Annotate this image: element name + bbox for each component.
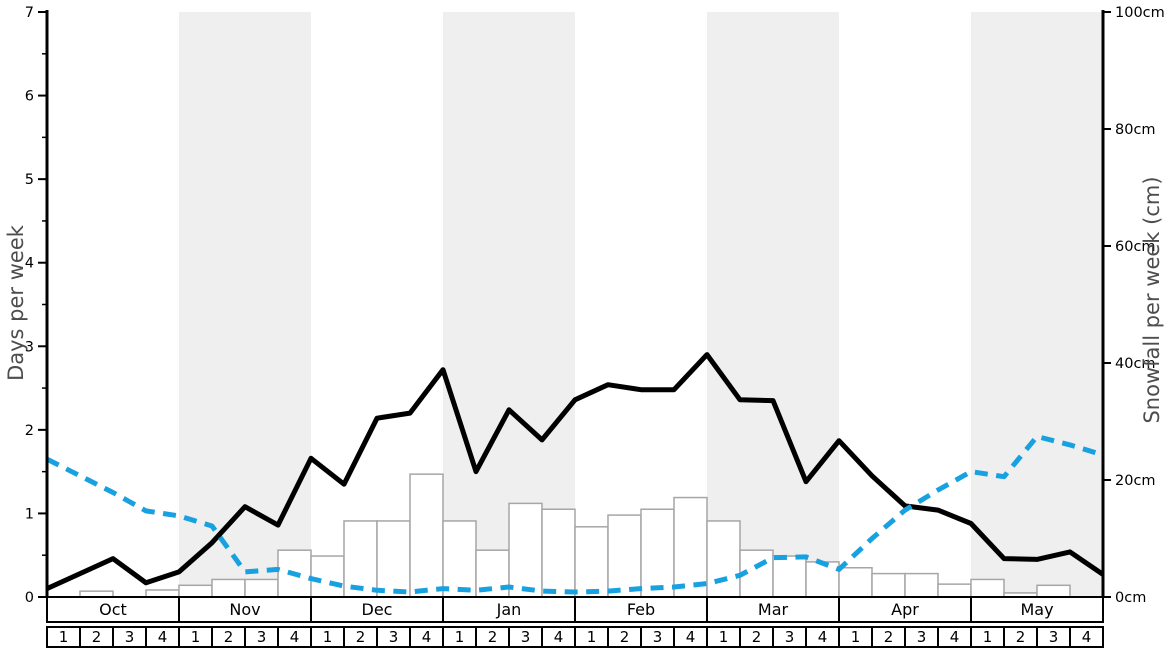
week-cell-Oct-1: 1 [48,628,81,646]
week-cell-Feb-3: 3 [642,628,675,646]
left-axis-tick-label: 6 [25,89,34,105]
week-cell-May-1: 1 [972,628,1005,646]
week-cell-May-3: 3 [1038,628,1071,646]
week-cell-Apr-4: 4 [939,628,972,646]
week-cell-Mar-2: 2 [741,628,774,646]
right-axis-tick-label: 100cm [1115,5,1165,21]
week-cell-Dec-2: 2 [345,628,378,646]
snow-days-per-week-line [45,352,1105,591]
snowfall-bar-Apr-w3 [904,572,939,598]
week-cell-Mar-4: 4 [807,628,840,646]
month-cell-Oct: Oct [48,598,180,621]
snowfall-bar-Dec-w3 [376,520,411,598]
snowfall-bar-Jan-w3 [508,502,543,598]
month-band-Jan [443,12,575,597]
week-cell-Oct-4: 4 [147,628,180,646]
week-cell-Oct-2: 2 [81,628,114,646]
month-cell-Dec: Dec [312,598,444,621]
snowfall-bar-Jan-w4 [541,508,576,598]
left-axis-title: Days per week [4,225,28,381]
snowfall-bar-Feb-w1 [574,526,609,598]
month-cell-Mar: Mar [708,598,840,621]
right-axis-tick-label: 80cm [1115,122,1156,138]
week-cell-Feb-1: 1 [576,628,609,646]
snowfall-bar-Apr-w2 [871,572,906,598]
week-cell-Jan-3: 3 [510,628,543,646]
snowfall-bar-Dec-w1 [310,555,345,598]
week-cell-Apr-1: 1 [840,628,873,646]
week-cell-May-4: 4 [1081,628,1092,646]
week-cell-Apr-2: 2 [873,628,906,646]
week-cell-May-2: 2 [1005,628,1038,646]
month-cell-Apr: Apr [840,598,972,621]
left-axis-tick-label: 0 [25,590,34,606]
right-axis-tick-label: 60cm [1115,239,1156,255]
snowfall-bar-Dec-w2 [343,520,378,598]
week-cell-Dec-1: 1 [312,628,345,646]
snowfall-bar-Feb-w3 [640,508,675,598]
week-cell-Jan-4: 4 [543,628,576,646]
snowfall-bar-Mar-w4 [805,561,840,598]
snowfall-bar-Nov-w2 [211,578,246,598]
snowfall-bar-May-w1 [970,578,1005,598]
right-axis-tick-label: 40cm [1115,356,1156,372]
left-axis-tick-label: 3 [25,339,34,355]
month-band-Mar [707,12,839,597]
right-axis-tick-label: 0cm [1115,590,1146,606]
snowfall-bar-Dec-w4 [409,473,444,598]
week-cell-Dec-3: 3 [378,628,411,646]
snowfall-bar-Feb-w2 [607,514,642,598]
month-cell-Jan: Jan [444,598,576,621]
week-cell-Nov-3: 3 [246,628,279,646]
left-axis-tick-label: 1 [25,506,34,522]
week-cell-Mar-3: 3 [774,628,807,646]
month-band-May [971,12,1103,597]
snowfall-bar-Apr-w1 [838,567,873,598]
right-axis-tick-label: 20cm [1115,473,1156,489]
week-cell-Nov-4: 4 [279,628,312,646]
month-cell-May: May [1020,600,1054,619]
left-axis-tick-label: 2 [25,423,34,439]
right-axis-title: Snowfall per week (cm) [1140,176,1164,424]
week-cell-Nov-2: 2 [213,628,246,646]
left-axis-tick-label: 5 [25,172,34,188]
rain-days-per-week-line [45,434,1104,595]
week-cell-Oct-3: 3 [114,628,147,646]
snowfall-bar-Nov-w3 [244,578,279,598]
left-axis-tick-label: 7 [25,5,34,21]
left-axis-tick-label: 4 [25,256,34,272]
snowfall-bar-Mar-w1 [706,520,741,598]
snowfall-bar-Jan-w1 [442,520,477,598]
week-cell-Dec-4: 4 [411,628,444,646]
month-cell-Feb: Feb [576,598,708,621]
week-cell-Jan-2: 2 [477,628,510,646]
month-header-row: Oct Nov Dec Jan Feb Mar Apr May [46,596,1104,623]
week-cell-Apr-3: 3 [906,628,939,646]
week-cell-Jan-1: 1 [444,628,477,646]
week-cell-Mar-1: 1 [708,628,741,646]
week-cell-Feb-4: 4 [675,628,708,646]
month-cell-Nov: Nov [180,598,312,621]
snowfall-bar-Mar-w3 [772,555,807,598]
week-cell-Nov-1: 1 [180,628,213,646]
week-cell-Feb-2: 2 [609,628,642,646]
